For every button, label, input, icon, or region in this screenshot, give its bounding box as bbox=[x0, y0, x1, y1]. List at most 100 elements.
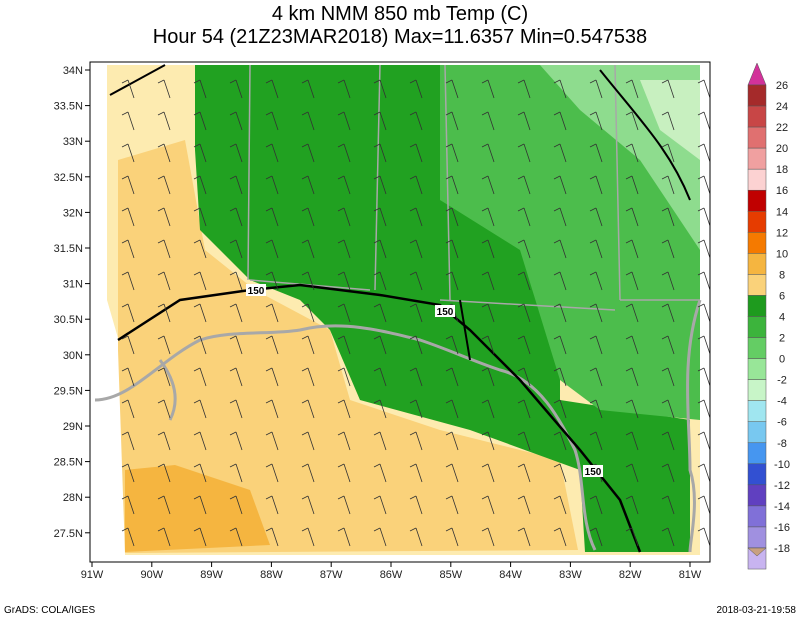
wind-barb bbox=[229, 143, 243, 163]
wind-barb bbox=[373, 495, 387, 515]
wind-barb bbox=[625, 239, 639, 259]
wind-barb bbox=[553, 239, 567, 259]
colorbar-label: 6 bbox=[779, 290, 785, 302]
wind-barb bbox=[445, 463, 459, 483]
wind-barb bbox=[301, 175, 315, 195]
x-ticks: 91W 90W 89W 88W 87W 86W 85W 84W 83W 82W 81W bbox=[81, 562, 702, 581]
wind-barb bbox=[445, 207, 459, 227]
wind-barb bbox=[121, 239, 135, 259]
wind-barb bbox=[553, 527, 567, 547]
wind-barb bbox=[337, 335, 351, 355]
wind-barb bbox=[373, 207, 387, 227]
wind-barb bbox=[193, 79, 207, 99]
colorbar-box bbox=[747, 211, 767, 233]
roads bbox=[109, 64, 691, 361]
wind-barb bbox=[517, 367, 531, 387]
x-tick-label: 81W bbox=[679, 569, 702, 581]
wind-barb bbox=[409, 495, 423, 515]
wind-barb bbox=[589, 431, 603, 451]
colorbar-box bbox=[747, 253, 767, 275]
wind-barb bbox=[409, 79, 423, 99]
wind-barb bbox=[373, 79, 387, 99]
y-tick-label: 34N bbox=[63, 65, 83, 77]
contour-label: 150 bbox=[248, 286, 265, 297]
colorbar-label: 4 bbox=[779, 312, 785, 324]
wind-barb bbox=[265, 367, 279, 387]
wind-barb bbox=[661, 303, 675, 323]
wind-barb bbox=[625, 431, 639, 451]
contour-label-bg bbox=[583, 465, 603, 477]
wind-barb bbox=[445, 399, 459, 419]
wind-barb bbox=[229, 399, 243, 419]
wind-barb bbox=[373, 303, 387, 323]
wind-barb bbox=[265, 463, 279, 483]
colorbar: 26242220181614121086420-2-4-6-8-10-12-14… bbox=[747, 62, 790, 570]
wind-barb bbox=[553, 207, 567, 227]
wind-barb bbox=[589, 335, 603, 355]
wind-barb bbox=[229, 367, 243, 387]
wind-barb bbox=[589, 175, 603, 195]
wind-barb bbox=[553, 143, 567, 163]
wind-barb bbox=[445, 335, 459, 355]
wind-barb bbox=[661, 111, 675, 131]
wind-barb bbox=[589, 111, 603, 131]
wind-barb bbox=[589, 79, 603, 99]
x-tick-label: 84W bbox=[499, 569, 522, 581]
wind-barb bbox=[265, 79, 279, 99]
wind-barb bbox=[265, 495, 279, 515]
wind-barb bbox=[625, 367, 639, 387]
wind-barb bbox=[697, 399, 711, 419]
colorbar-label: -14 bbox=[774, 501, 790, 513]
colorbar-box bbox=[747, 400, 767, 422]
wind-barb bbox=[301, 463, 315, 483]
wind-barb bbox=[265, 303, 279, 323]
colorbar-label: 12 bbox=[776, 227, 788, 239]
wind-barb bbox=[121, 303, 135, 323]
wind-barb bbox=[193, 207, 207, 227]
wind-barb bbox=[445, 367, 459, 387]
wind-barb bbox=[553, 431, 567, 451]
wind-barb bbox=[265, 111, 279, 131]
wind-barb bbox=[193, 495, 207, 515]
temp-fill-8 bbox=[125, 465, 270, 552]
wind-barb bbox=[553, 399, 567, 419]
colorbar-box bbox=[747, 463, 767, 486]
wind-barb bbox=[229, 207, 243, 227]
wind-barb bbox=[481, 527, 495, 547]
colorbar-label: 26 bbox=[776, 80, 788, 92]
wind-barb bbox=[589, 527, 603, 547]
wind-barb bbox=[121, 335, 135, 355]
wind-barb bbox=[517, 303, 531, 323]
wind-barb bbox=[157, 207, 171, 227]
wind-barb bbox=[193, 463, 207, 483]
colorbar-box bbox=[747, 442, 767, 465]
wind-barb bbox=[445, 271, 459, 291]
x-tick-label: 83W bbox=[559, 569, 582, 581]
colorbar-label: -12 bbox=[774, 480, 790, 492]
y-tick-label: 28.5N bbox=[54, 457, 83, 469]
colorbar-box bbox=[747, 484, 767, 507]
wind-barb bbox=[301, 111, 315, 131]
wind-barb bbox=[157, 143, 171, 163]
wind-barb bbox=[445, 431, 459, 451]
wind-barb bbox=[625, 175, 639, 195]
colorbar-label: -16 bbox=[774, 522, 790, 534]
wind-barb bbox=[661, 463, 675, 483]
map-area bbox=[89, 61, 711, 563]
wind-barb bbox=[337, 303, 351, 323]
y-ticks: 34N 33.5N 33N 32.5N 32N 31.5N 31N 30.5N 30N 29.5N… bbox=[54, 65, 90, 540]
colorbar-box bbox=[747, 379, 767, 401]
wind-barbs bbox=[121, 79, 711, 547]
wind-barb bbox=[409, 463, 423, 483]
wind-barb bbox=[409, 143, 423, 163]
wind-barb bbox=[697, 207, 711, 227]
colorbar-label: 22 bbox=[776, 122, 788, 134]
x-tick-label: 87W bbox=[320, 569, 343, 581]
colorbar-box bbox=[747, 358, 767, 380]
wind-barb bbox=[481, 111, 495, 131]
wind-barb bbox=[625, 207, 639, 227]
wind-barb bbox=[481, 431, 495, 451]
wind-barb bbox=[229, 527, 243, 547]
wind-barb bbox=[661, 143, 675, 163]
wind-barb bbox=[481, 143, 495, 163]
